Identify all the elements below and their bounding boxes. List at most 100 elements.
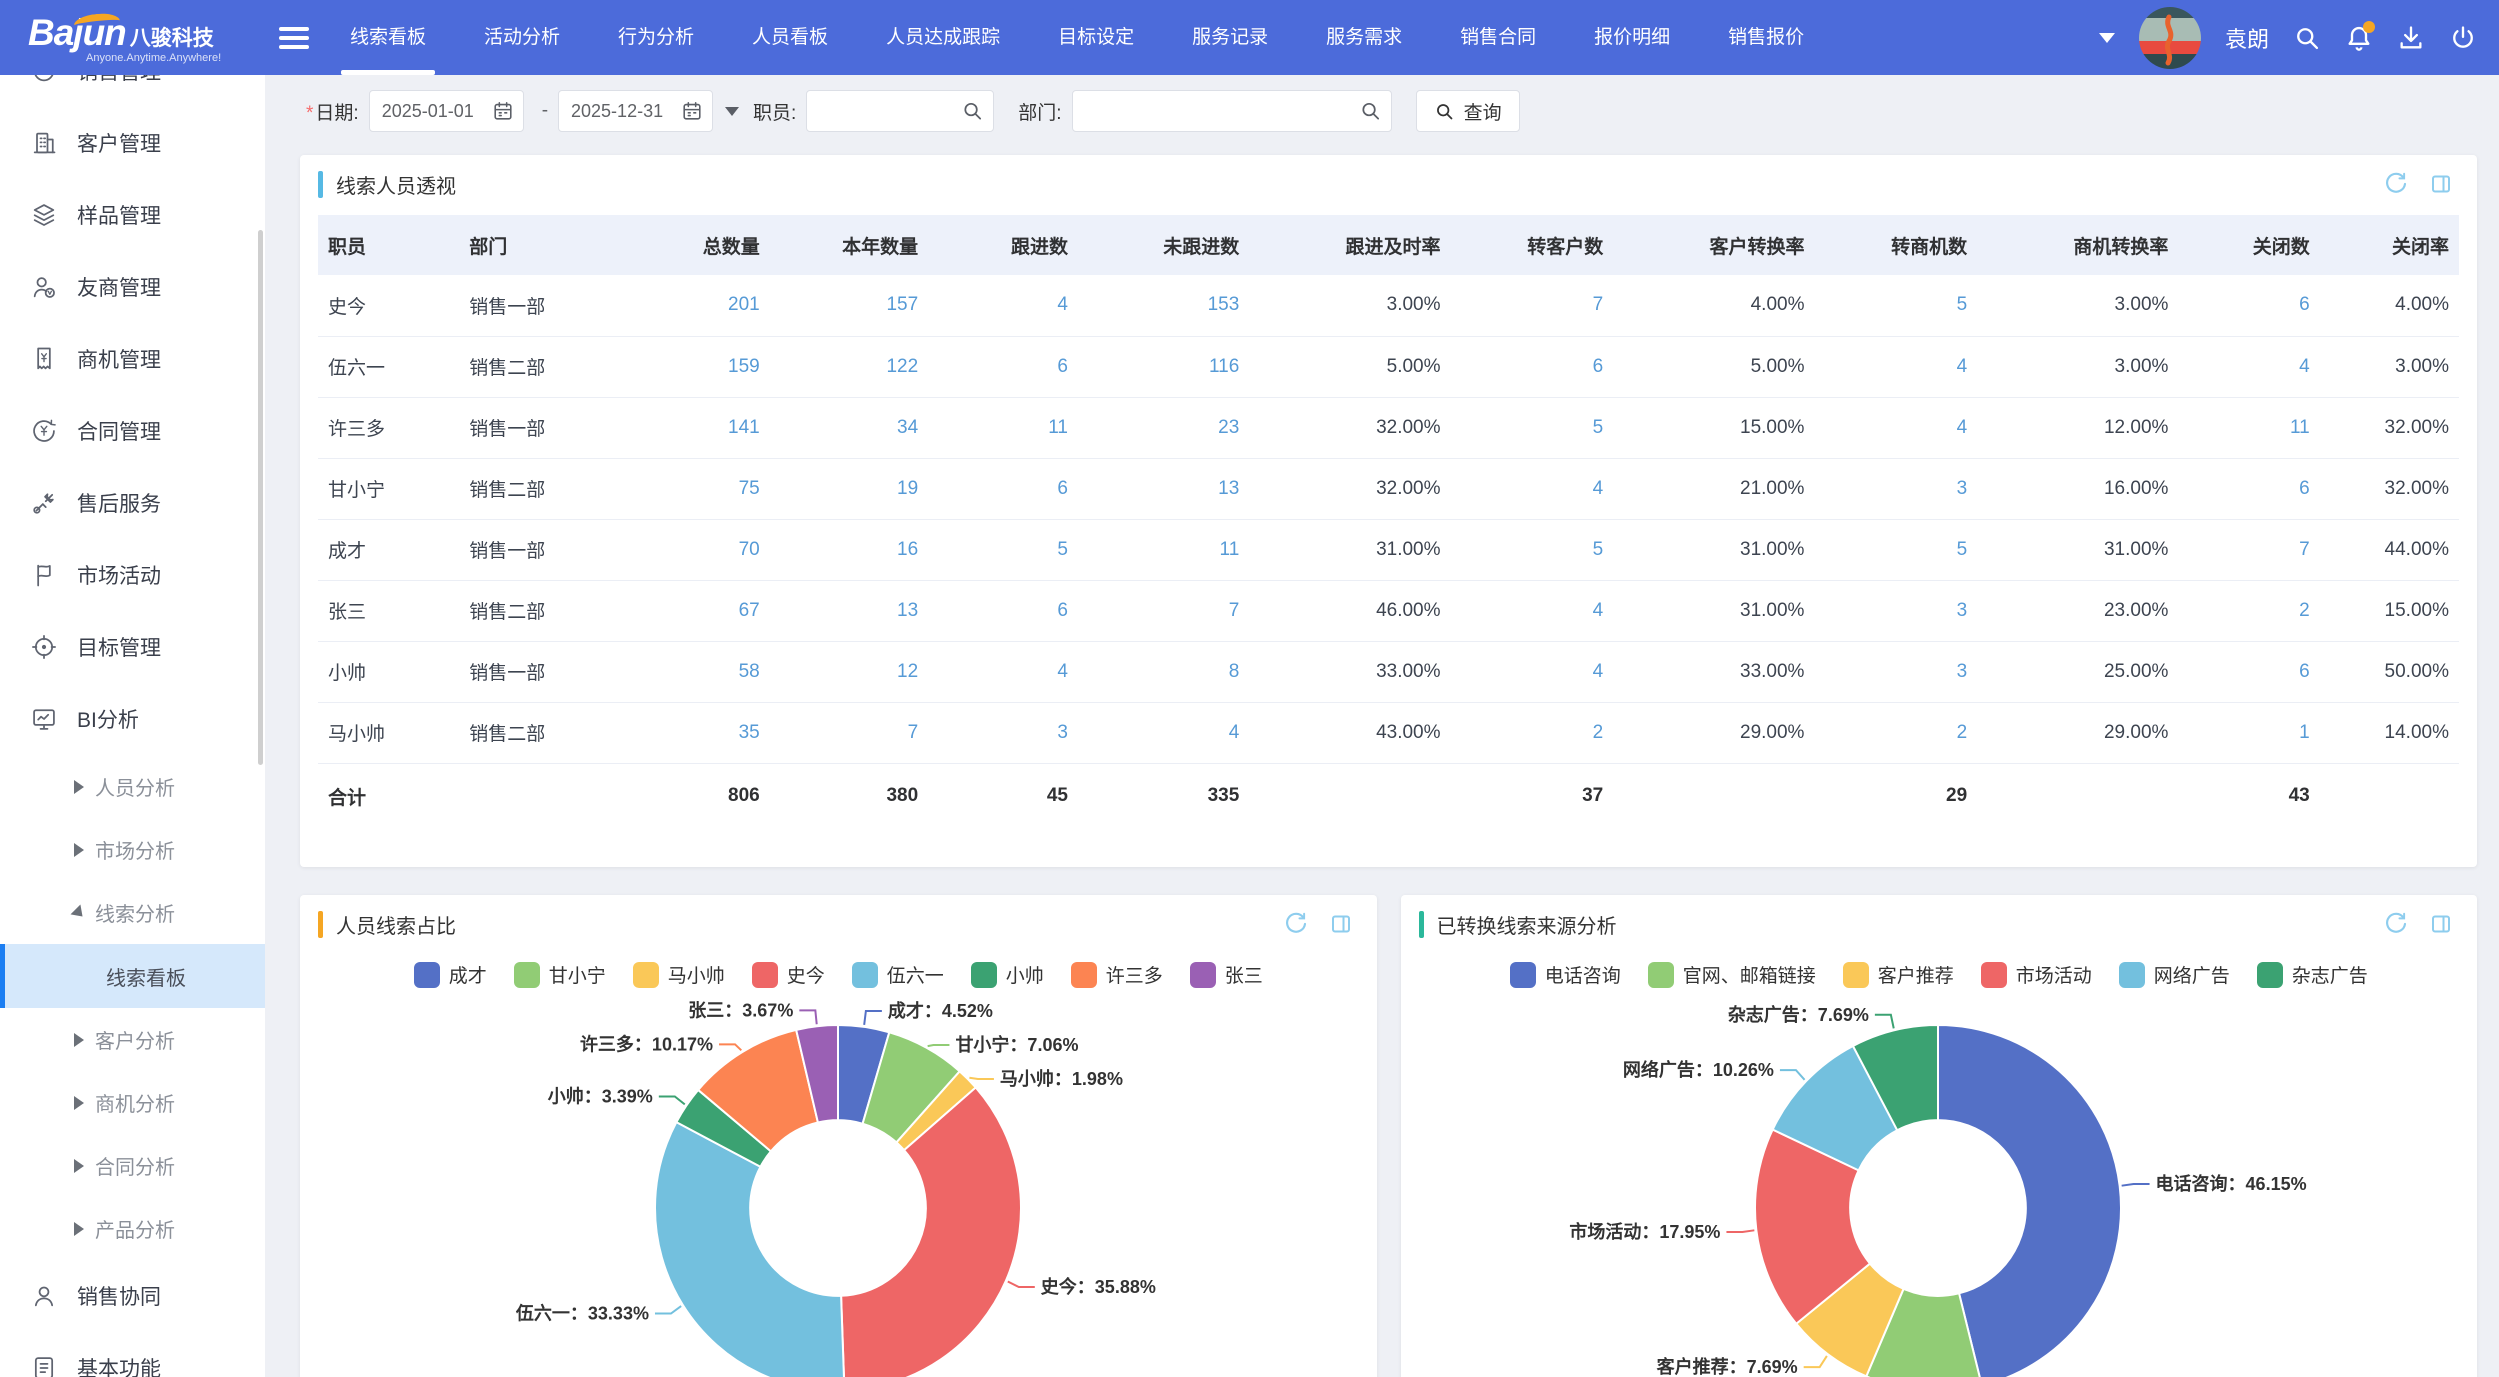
count-link[interactable]: 6 (2299, 294, 2310, 315)
hamburger-menu-icon[interactable] (279, 27, 309, 49)
sidebar-item[interactable]: 样品管理 (0, 179, 265, 251)
power-icon[interactable] (2449, 24, 2477, 52)
pie-slice[interactable] (841, 1087, 1021, 1377)
count-link[interactable]: 4 (2299, 356, 2310, 377)
legend-item[interactable]: 许三多 (1071, 961, 1163, 988)
count-link[interactable]: 3 (1957, 478, 1968, 499)
download-icon[interactable] (2397, 24, 2425, 52)
legend-item[interactable]: 张三 (1190, 961, 1263, 988)
avatar[interactable] (2139, 7, 2201, 69)
sidebar-subitem[interactable]: 人员分析 (0, 755, 265, 818)
expand-icon[interactable] (2429, 912, 2453, 936)
count-link[interactable]: 1 (2299, 722, 2310, 743)
count-link[interactable]: 2 (1957, 722, 1968, 743)
sidebar-subitem[interactable]: 产品分析 (0, 1197, 265, 1260)
count-link[interactable]: 6 (1057, 478, 1068, 499)
staff-search-input[interactable] (806, 90, 994, 132)
count-link[interactable]: 12 (897, 661, 918, 682)
count-link[interactable]: 7 (1593, 294, 1604, 315)
legend-item[interactable]: 客户推荐 (1843, 961, 1954, 988)
legend-item[interactable]: 小帅 (971, 961, 1044, 988)
nav-tab[interactable]: 服务记录 (1163, 0, 1297, 75)
count-link[interactable]: 5 (1593, 539, 1604, 560)
sidebar-item[interactable]: BI分析 (0, 683, 265, 755)
count-link[interactable]: 8 (1229, 661, 1240, 682)
count-link[interactable]: 4 (1593, 478, 1604, 499)
nav-tab[interactable]: 活动分析 (455, 0, 589, 75)
count-link[interactable]: 4 (1229, 722, 1240, 743)
sidebar-item[interactable]: 基本功能 (0, 1332, 265, 1377)
nav-tab[interactable]: 销售合同 (1431, 0, 1565, 75)
count-link[interactable]: 11 (2290, 417, 2310, 438)
legend-item[interactable]: 电话咨询 (1510, 961, 1621, 988)
count-link[interactable]: 6 (1057, 356, 1068, 377)
sidebar-item[interactable]: 销售协同 (0, 1260, 265, 1332)
legend-item[interactable]: 甘小宁 (514, 961, 606, 988)
count-link[interactable]: 6 (1593, 356, 1604, 377)
expand-icon[interactable] (1329, 912, 1353, 936)
nav-overflow-caret-icon[interactable] (2099, 33, 2115, 43)
search-icon[interactable] (2293, 24, 2321, 52)
nav-tab[interactable]: 销售报价 (1699, 0, 1833, 75)
count-link[interactable]: 4 (1057, 661, 1068, 682)
bell-icon[interactable] (2345, 24, 2373, 52)
count-link[interactable]: 58 (739, 661, 760, 682)
nav-tab[interactable]: 人员达成跟踪 (857, 0, 1029, 75)
count-link[interactable]: 4 (1957, 417, 1968, 438)
count-link[interactable]: 3 (1057, 722, 1068, 743)
count-link[interactable]: 70 (739, 539, 760, 560)
sidebar-subitem[interactable]: 合同分析 (0, 1134, 265, 1197)
count-link[interactable]: 157 (886, 294, 918, 315)
legend-item[interactable]: 伍六一 (852, 961, 944, 988)
count-link[interactable]: 7 (908, 722, 919, 743)
count-link[interactable]: 34 (897, 417, 918, 438)
count-link[interactable]: 13 (1218, 478, 1239, 499)
count-link[interactable]: 4 (1957, 356, 1968, 377)
sidebar-item[interactable]: 客户管理 (0, 107, 265, 179)
count-link[interactable]: 141 (728, 417, 760, 438)
count-link[interactable]: 153 (1208, 294, 1240, 315)
count-link[interactable]: 6 (1057, 600, 1068, 621)
count-link[interactable]: 35 (739, 722, 760, 743)
count-link[interactable]: 122 (886, 356, 918, 377)
sidebar-item[interactable]: 售后服务 (0, 467, 265, 539)
count-link[interactable]: 11 (1048, 417, 1068, 438)
count-link[interactable]: 5 (1957, 539, 1968, 560)
legend-item[interactable]: 市场活动 (1981, 961, 2092, 988)
sidebar-subitem[interactable]: 客户分析 (0, 1008, 265, 1071)
legend-item[interactable]: 官网、邮箱链接 (1648, 961, 1816, 988)
sidebar-scrollbar[interactable] (258, 230, 263, 765)
count-link[interactable]: 4 (1593, 661, 1604, 682)
date-preset-caret-icon[interactable] (725, 107, 739, 116)
count-link[interactable]: 201 (728, 294, 760, 315)
sidebar-item[interactable]: 商机管理 (0, 323, 265, 395)
sidebar-subitem[interactable]: 商机分析 (0, 1071, 265, 1134)
sidebar-item[interactable]: 目标管理 (0, 611, 265, 683)
count-link[interactable]: 5 (1593, 417, 1604, 438)
sidebar-item[interactable]: 市场活动 (0, 539, 265, 611)
count-link[interactable]: 16 (897, 539, 918, 560)
count-link[interactable]: 159 (728, 356, 760, 377)
legend-item[interactable]: 网络广告 (2119, 961, 2230, 988)
count-link[interactable]: 75 (739, 478, 760, 499)
nav-tab[interactable]: 人员看板 (723, 0, 857, 75)
count-link[interactable]: 67 (739, 600, 760, 621)
dept-search-input[interactable] (1072, 90, 1392, 132)
refresh-icon[interactable] (1283, 911, 1309, 937)
query-button[interactable]: 查询 (1416, 90, 1520, 132)
nav-tab[interactable]: 服务需求 (1297, 0, 1431, 75)
sidebar-item[interactable]: 合同管理 (0, 395, 265, 467)
count-link[interactable]: 6 (2299, 661, 2310, 682)
nav-tab[interactable]: 行为分析 (589, 0, 723, 75)
count-link[interactable]: 5 (1057, 539, 1068, 560)
nav-tab[interactable]: 线索看板 (321, 0, 455, 75)
count-link[interactable]: 23 (1218, 417, 1239, 438)
refresh-icon[interactable] (2383, 171, 2409, 197)
sidebar-item[interactable]: 友商管理 (0, 251, 265, 323)
sidebar-item[interactable]: 销售管理 (0, 75, 265, 107)
count-link[interactable]: 7 (1229, 600, 1240, 621)
nav-tab[interactable]: 目标设定 (1029, 0, 1163, 75)
nav-tab[interactable]: 报价明细 (1565, 0, 1699, 75)
user-name[interactable]: 袁朗 (2225, 22, 2269, 54)
count-link[interactable]: 2 (2299, 600, 2310, 621)
